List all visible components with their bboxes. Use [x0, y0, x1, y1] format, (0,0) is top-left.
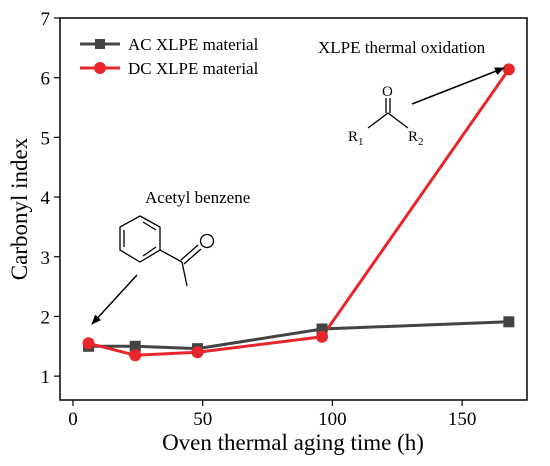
acetyl-double-bond-a — [180, 244, 199, 261]
y-tick-label: 3 — [41, 248, 51, 269]
ketone-bond-right — [387, 112, 409, 129]
data-point-dc — [191, 346, 204, 359]
data-point-dc — [129, 349, 142, 362]
y-tick-label: 4 — [41, 188, 51, 209]
x-axis-ticks: 0 50 100 150 — [68, 400, 476, 430]
plot-frame — [59, 17, 528, 401]
x-axis-title: Oven thermal aging time (h) — [162, 430, 424, 455]
x-tick-label: 50 — [193, 409, 212, 430]
ketone-oxygen: O — [382, 84, 393, 100]
legend-marker-dc — [94, 62, 106, 74]
data-point-ac — [316, 323, 328, 335]
ketone-r2-letter: R — [408, 129, 418, 145]
data-point-dc — [502, 63, 515, 76]
ketone-r2: R2 — [408, 129, 424, 148]
ketone-r1-letter: R — [348, 129, 358, 145]
ketone-r1: R1 — [348, 129, 364, 148]
y-tick-label: 2 — [41, 307, 51, 328]
y-tick-label: 7 — [41, 9, 51, 30]
x-tick-label: 150 — [448, 409, 477, 430]
legend-label-ac: AC XLPE material — [128, 35, 259, 54]
y-axis-title: Carbonyl index — [7, 137, 32, 280]
acetyl-benzene-structure — [119, 215, 215, 287]
annotation-thermal-oxidation: XLPE thermal oxidation O R1 R2 — [318, 38, 505, 148]
acetyl-oxygen — [199, 233, 215, 249]
data-point-dc — [82, 337, 95, 350]
legend-entry-dc: DC XLPE material — [80, 59, 259, 78]
ketone-bond-left — [367, 112, 389, 129]
ketone-r1-subscript: 1 — [358, 136, 364, 148]
acetyl-bond-methyl — [181, 261, 188, 287]
x-tick-label: 100 — [318, 409, 347, 430]
annotation-thermal-oxidation-arrow — [411, 67, 505, 105]
acetyl-double-bond-b — [183, 248, 202, 265]
legend: AC XLPE material DC XLPE material — [80, 35, 259, 78]
y-tick-label: 1 — [41, 367, 51, 388]
data-point-ac — [503, 316, 515, 328]
annotation-acetyl-benzene-arrow — [91, 274, 138, 325]
benzene-inner-bond-2 — [142, 246, 157, 257]
annotation-acetyl-benzene: Acetyl benzene — [91, 188, 250, 325]
benzene-ring — [119, 215, 161, 263]
legend-marker-ac — [95, 39, 105, 49]
y-axis-ticks: 1 2 3 4 5 6 7 — [41, 9, 60, 388]
annotation-acetyl-benzene-label: Acetyl benzene — [145, 188, 250, 207]
legend-label-dc: DC XLPE material — [128, 59, 259, 78]
y-tick-label: 6 — [41, 69, 51, 90]
data-point-dc — [316, 330, 329, 343]
ketone-r2-subscript: 2 — [418, 136, 424, 148]
benzene-inner-bond-1 — [142, 221, 157, 231]
annotation-thermal-oxidation-label: XLPE thermal oxidation — [318, 38, 486, 57]
data-point-ac — [129, 340, 141, 352]
x-tick-label: 0 — [68, 409, 78, 430]
y-tick-label: 5 — [41, 128, 51, 149]
series-line-dc — [88, 68, 511, 357]
ketone-structure: O R1 R2 — [348, 84, 424, 148]
legend-entry-ac: AC XLPE material — [80, 35, 259, 54]
acetyl-bond-ring — [159, 249, 183, 263]
series-line-ac — [88, 320, 509, 351]
series-layer — [82, 63, 515, 362]
